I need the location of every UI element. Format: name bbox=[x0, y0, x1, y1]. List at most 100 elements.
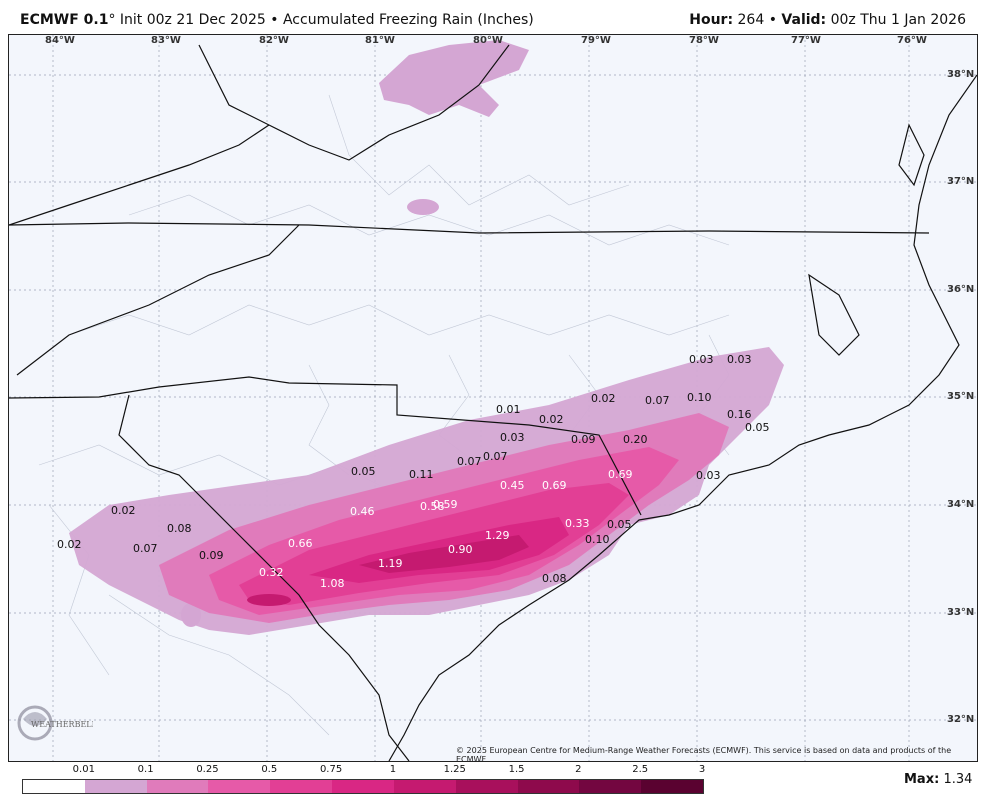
legend-swatch bbox=[332, 780, 394, 793]
legend-swatch bbox=[393, 780, 456, 793]
accumulation-value: 0.01 bbox=[496, 403, 521, 416]
legend-tick-label: 0.01 bbox=[72, 764, 95, 775]
map-panel[interactable]: 84°W 83°W 82°W 81°W 80°W 79°W 78°W 77°W 76°W 38°… bbox=[8, 34, 978, 762]
separator-bullet: • bbox=[768, 12, 777, 28]
separator-bullet: • bbox=[270, 12, 279, 28]
legend-tick-label: 1.25 bbox=[443, 764, 466, 775]
accumulation-value: 0.05 bbox=[607, 518, 632, 531]
accumulation-value: 0.02 bbox=[57, 538, 82, 551]
accumulation-value: 0.59 bbox=[433, 498, 458, 511]
accumulation-value: 0.69 bbox=[542, 479, 567, 492]
max-readout: Max: 1.34 bbox=[904, 772, 972, 787]
hour-label: Hour: bbox=[689, 12, 734, 28]
accumulation-value: 0.58 bbox=[420, 500, 445, 513]
longitude-label: 82°W bbox=[259, 35, 289, 46]
legend-bar bbox=[22, 779, 704, 794]
graticule bbox=[9, 35, 977, 761]
legend-swatch bbox=[579, 780, 642, 793]
map-svg bbox=[9, 35, 977, 761]
legend-swatch bbox=[455, 780, 518, 793]
accumulation-value: 0.03 bbox=[727, 353, 752, 366]
valid-label: Valid: bbox=[781, 12, 827, 28]
latitude-label: 34°N bbox=[947, 499, 975, 510]
accumulation-value: 0.05 bbox=[745, 421, 770, 434]
accumulation-value: 0.02 bbox=[111, 504, 136, 517]
accumulation-value: 0.08 bbox=[167, 522, 192, 535]
legend-tick-label: 2 bbox=[575, 764, 582, 775]
legend-tick-label: 0.5 bbox=[261, 764, 278, 775]
longitude-label: 80°W bbox=[473, 35, 503, 46]
latitude-label: 32°N bbox=[947, 714, 975, 725]
accumulation-value: 0.07 bbox=[645, 394, 670, 407]
accumulation-value: 0.02 bbox=[591, 392, 616, 405]
accumulation-value: 0.03 bbox=[689, 353, 714, 366]
legend-swatch bbox=[146, 780, 209, 793]
longitude-label: 76°W bbox=[897, 35, 927, 46]
state-borders bbox=[9, 44, 930, 761]
logo-text: WEATHERBELL bbox=[31, 720, 93, 729]
accumulation-value: 0.11 bbox=[409, 468, 434, 481]
longitude-label: 79°W bbox=[581, 35, 611, 46]
accumulation-value: 0.45 bbox=[500, 479, 525, 492]
legend-swatch bbox=[517, 780, 580, 793]
legend-tick-label: 3 bbox=[698, 764, 706, 775]
legend-tick-label: 0.75 bbox=[319, 764, 343, 775]
legend-tick-label: 0.25 bbox=[196, 764, 219, 775]
accumulation-value: 0.46 bbox=[350, 505, 375, 518]
legend-swatch bbox=[270, 780, 333, 793]
max-value: 1.34 bbox=[943, 772, 973, 787]
longitude-label: 78°W bbox=[689, 35, 719, 46]
weatherbell-logo: WEATHERBELL bbox=[17, 705, 93, 741]
accumulation-value: 0.33 bbox=[565, 517, 590, 530]
accumulation-value: 1.08 bbox=[320, 577, 345, 590]
latitude-label: 38°N bbox=[947, 69, 975, 80]
accumulation-value: 0.66 bbox=[288, 537, 313, 550]
latitude-label: 36°N bbox=[947, 284, 975, 295]
latitude-label: 35°N bbox=[947, 391, 975, 402]
accumulation-value: 0.03 bbox=[500, 431, 525, 444]
accumulation-value: 0.10 bbox=[585, 533, 610, 546]
map-title: ECMWF 0.1° Init 00z 21 Dec 2025 • Accumu… bbox=[20, 12, 534, 28]
copyright-notice: © 2025 European Centre for Medium-Range … bbox=[456, 746, 952, 764]
longitude-label: 84°W bbox=[45, 35, 75, 46]
model-name: ECMWF 0.1 bbox=[20, 12, 109, 28]
accumulation-value: 0.07 bbox=[457, 455, 482, 468]
accumulation-value: 0.32 bbox=[259, 566, 284, 579]
accumulation-value: 0.90 bbox=[448, 543, 473, 556]
freezing-rain-swath bbox=[69, 40, 784, 635]
init-time: Init 00z 21 Dec 2025 bbox=[119, 12, 266, 28]
color-legend: 0.01 0.1 0.25 0.5 0.75 1 1.25 1.5 2 2.5 3 bbox=[22, 764, 706, 794]
legend-tick-label: 2.5 bbox=[632, 764, 649, 775]
valid-value: 00z Thu 1 Jan 2026 bbox=[830, 12, 966, 28]
legend-ticks: 0.01 0.1 0.25 0.5 0.75 1 1.25 1.5 2 2.5 3 bbox=[22, 764, 706, 778]
product-name: Accumulated Freezing Rain (Inches) bbox=[282, 12, 534, 28]
degree-symbol: ° bbox=[108, 12, 116, 28]
forecast-time: Hour: 264 • Valid: 00z Thu 1 Jan 2026 bbox=[689, 12, 966, 28]
legend-swatch bbox=[641, 780, 703, 793]
longitude-label: 77°W bbox=[791, 35, 821, 46]
accumulation-value: 0.16 bbox=[727, 408, 752, 421]
accumulation-value: 0.08 bbox=[542, 572, 567, 585]
latitude-label: 37°N bbox=[947, 176, 975, 187]
longitude-label: 81°W bbox=[365, 35, 395, 46]
accumulation-value: 0.10 bbox=[687, 391, 712, 404]
accumulation-value: 0.07 bbox=[133, 542, 158, 555]
coastline bbox=[388, 74, 977, 761]
accumulation-value: 1.19 bbox=[378, 557, 403, 570]
accumulation-value: 0.02 bbox=[539, 413, 564, 426]
legend-tick-label: 0.1 bbox=[137, 764, 154, 775]
accumulation-value: 0.05 bbox=[351, 465, 376, 478]
latitude-label: 33°N bbox=[947, 607, 975, 618]
legend-swatch bbox=[84, 780, 147, 793]
accumulation-value: 0.09 bbox=[571, 433, 596, 446]
legend-swatch bbox=[23, 780, 85, 793]
accumulation-value: 0.03 bbox=[696, 469, 721, 482]
accumulation-value: 1.29 bbox=[485, 529, 510, 542]
accumulation-value: 0.09 bbox=[199, 549, 224, 562]
legend-swatch bbox=[208, 780, 271, 793]
legend-tick-label: 1.5 bbox=[508, 764, 525, 775]
hour-value: 264 bbox=[737, 12, 765, 28]
max-label: Max: bbox=[904, 772, 940, 787]
accumulation-value: 0.07 bbox=[483, 450, 508, 463]
accumulation-value: 0.69 bbox=[608, 468, 633, 481]
